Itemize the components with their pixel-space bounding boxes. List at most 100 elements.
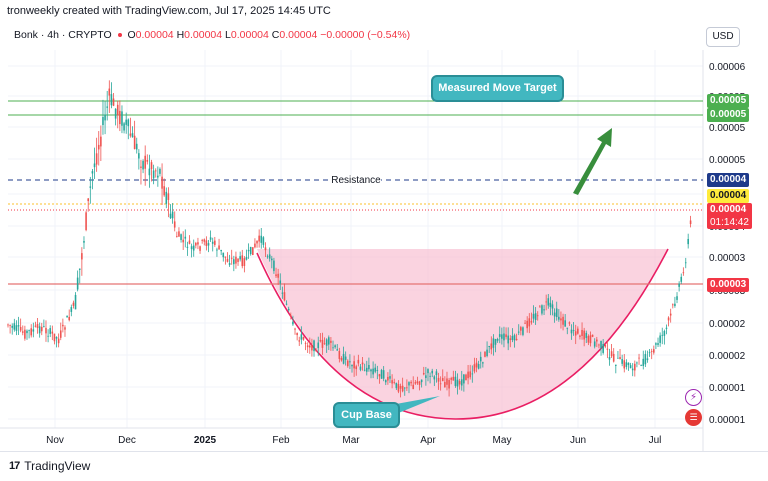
candle-body bbox=[17, 325, 20, 327]
candle-body bbox=[498, 334, 501, 337]
candle-body bbox=[76, 277, 79, 290]
candle-body bbox=[298, 340, 301, 342]
candle-body bbox=[327, 337, 330, 345]
candle-body bbox=[78, 268, 81, 270]
candle-body bbox=[239, 256, 241, 260]
candle-body bbox=[150, 162, 153, 169]
candle-body bbox=[467, 371, 469, 379]
candle-body bbox=[311, 345, 313, 351]
candle-body bbox=[642, 358, 645, 367]
candle-body bbox=[287, 308, 290, 311]
candle-body bbox=[9, 325, 11, 326]
yellow-line-price-tag: 0.00004 bbox=[707, 189, 750, 203]
candle-body bbox=[444, 382, 446, 388]
candle-body bbox=[463, 374, 465, 384]
candle-body bbox=[245, 257, 248, 260]
candle-body bbox=[465, 374, 467, 381]
candle-body bbox=[496, 338, 499, 341]
candle-body bbox=[566, 327, 569, 329]
candle-body bbox=[361, 362, 364, 365]
close-value: 0.00004 bbox=[279, 29, 318, 41]
tradingview-logo-icon: 17 bbox=[9, 460, 20, 472]
candle-body bbox=[190, 246, 193, 250]
candle-body bbox=[129, 133, 132, 136]
candle-body bbox=[568, 322, 571, 324]
candle-body bbox=[51, 331, 54, 334]
candle-body bbox=[294, 328, 296, 330]
x-tick-label: Apr bbox=[420, 435, 436, 446]
candle-body bbox=[615, 364, 617, 366]
candle-body bbox=[142, 160, 144, 170]
candle-body bbox=[368, 364, 370, 370]
cup-fill-shape bbox=[257, 249, 668, 420]
status-dot bbox=[117, 33, 122, 37]
candle-body bbox=[553, 312, 556, 317]
candle-body bbox=[349, 361, 351, 363]
candle-body bbox=[452, 376, 455, 381]
open-label: O bbox=[127, 29, 136, 41]
candle-body bbox=[146, 159, 149, 162]
candle-body bbox=[7, 324, 9, 326]
candle-body bbox=[412, 384, 415, 390]
lightning-icon[interactable]: ⚡ bbox=[685, 389, 702, 406]
candle-body bbox=[644, 354, 647, 365]
candle-body bbox=[617, 357, 619, 359]
currency-button[interactable]: USD bbox=[706, 27, 740, 47]
candle-body bbox=[224, 256, 227, 258]
candle-body bbox=[28, 330, 30, 332]
candle-body bbox=[325, 339, 328, 346]
candle-body bbox=[627, 362, 630, 365]
candle-body bbox=[241, 255, 244, 267]
candle-body bbox=[418, 381, 421, 385]
candle-body bbox=[97, 144, 100, 150]
candle-body bbox=[665, 327, 668, 329]
candle-body bbox=[266, 256, 269, 258]
y-tick-label: 0.00002 bbox=[709, 319, 746, 330]
candle-body bbox=[604, 345, 607, 347]
candle-body bbox=[116, 104, 119, 116]
candle-body bbox=[663, 331, 666, 336]
x-tick-label: 2025 bbox=[194, 435, 217, 446]
candle-body bbox=[34, 325, 37, 327]
candle-body bbox=[218, 245, 220, 250]
candle-body bbox=[273, 260, 275, 272]
candle-body bbox=[505, 334, 507, 338]
candle-body bbox=[154, 170, 157, 172]
x-tick-label: Feb bbox=[272, 435, 290, 446]
candle-countdown: 01:14:42 bbox=[710, 217, 749, 228]
candle-body bbox=[197, 242, 199, 245]
candle-body bbox=[178, 231, 180, 237]
candle-body bbox=[249, 246, 252, 255]
x-tick-label: Jul bbox=[649, 435, 662, 446]
candle-body bbox=[458, 381, 461, 385]
candle-body bbox=[625, 362, 628, 367]
candle-body bbox=[425, 375, 427, 379]
candle-body bbox=[667, 317, 670, 321]
candle-body bbox=[646, 358, 649, 361]
candle-body bbox=[135, 143, 138, 150]
current-price-value: 0.00004 bbox=[710, 204, 747, 215]
candle-body bbox=[228, 263, 231, 265]
candle-body bbox=[127, 119, 130, 127]
candle-body bbox=[83, 240, 85, 243]
candle-body bbox=[302, 337, 305, 340]
close-label: C bbox=[271, 29, 280, 41]
candle-body bbox=[70, 307, 73, 312]
candle-body bbox=[549, 302, 552, 308]
candle-body bbox=[365, 367, 368, 372]
candle-body bbox=[422, 372, 425, 375]
candle-body bbox=[608, 356, 611, 360]
candle-body bbox=[520, 327, 522, 331]
candle-body bbox=[437, 377, 440, 382]
candle-body bbox=[684, 262, 687, 264]
candle-body bbox=[503, 333, 505, 341]
candle-body bbox=[40, 326, 43, 332]
candle-body bbox=[334, 345, 336, 348]
candle-body bbox=[524, 322, 526, 324]
candle-body bbox=[460, 379, 463, 386]
candle-body bbox=[184, 236, 187, 239]
candle-body bbox=[653, 349, 655, 353]
flag-icon[interactable]: ☰ bbox=[685, 409, 702, 426]
x-tick-label: Dec bbox=[118, 435, 136, 446]
